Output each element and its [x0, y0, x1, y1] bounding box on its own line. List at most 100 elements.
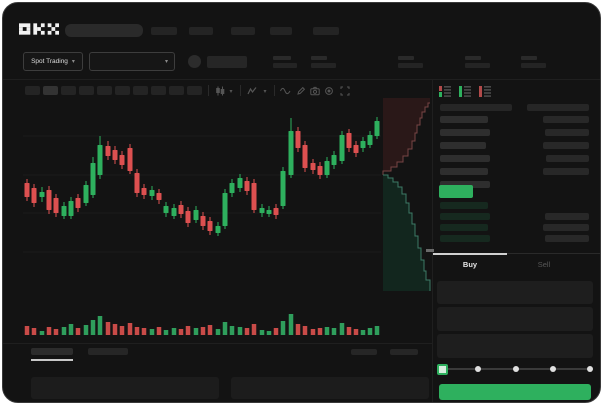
stat-value-placeholder — [311, 63, 336, 68]
depth-ask-line — [382, 102, 430, 175]
nav-item-placeholder[interactable] — [189, 27, 213, 35]
camera-icon[interactable] — [309, 85, 320, 96]
chevron-down-icon[interactable]: ▾ — [263, 88, 267, 95]
ask-row-amount[interactable] — [543, 116, 589, 123]
slider-step-dot[interactable] — [549, 366, 556, 372]
candle — [207, 217, 213, 235]
volume-bar — [90, 320, 96, 335]
volume-bar — [259, 330, 265, 335]
bottom-link[interactable] — [351, 349, 377, 355]
volume-bar — [46, 327, 52, 335]
volume-bar — [295, 324, 301, 335]
pencil-icon[interactable] — [295, 85, 306, 96]
candle — [229, 179, 235, 197]
candle-type-icon[interactable] — [214, 85, 225, 96]
active-tab-indicator — [433, 253, 507, 255]
volume-bar — [39, 331, 45, 335]
candle — [222, 189, 228, 229]
ask-row[interactable] — [440, 116, 488, 123]
ask-row[interactable] — [440, 142, 486, 149]
buy-submit-button[interactable] — [439, 384, 591, 400]
bid-row[interactable] — [440, 224, 488, 231]
volume-bar — [127, 323, 133, 335]
order-total-input[interactable] — [437, 334, 593, 358]
product-selector-button[interactable]: Spot Trading ▾ — [23, 52, 83, 71]
volume-bar — [185, 326, 191, 335]
ask-row-amount[interactable] — [543, 168, 589, 175]
timeframe-button[interactable] — [43, 86, 58, 95]
ask-row[interactable] — [440, 181, 490, 188]
volume-bar — [112, 324, 118, 335]
timeframe-button[interactable] — [169, 86, 184, 95]
orderbook-header-price — [440, 104, 512, 111]
ask-row[interactable] — [440, 155, 490, 162]
order-amount-input[interactable] — [437, 307, 593, 331]
volume-bar — [149, 329, 155, 335]
volume-bar — [244, 328, 250, 335]
timeframe-button[interactable] — [133, 86, 148, 95]
tab-sell[interactable]: Sell — [537, 260, 551, 269]
bottom-tab[interactable] — [88, 348, 128, 355]
bottom-link[interactable] — [390, 349, 418, 355]
volume-bar — [266, 331, 272, 335]
timeframe-button[interactable] — [187, 86, 202, 95]
bid-row[interactable] — [440, 213, 490, 220]
indicators-icon[interactable] — [246, 85, 257, 96]
nav-item-placeholder[interactable] — [151, 27, 177, 35]
book-bids-icon[interactable] — [459, 86, 472, 97]
okx-logo[interactable] — [19, 23, 63, 37]
volume-bar — [156, 327, 162, 335]
ask-row-amount[interactable] — [546, 155, 589, 162]
candle — [39, 187, 45, 202]
volume-bar — [68, 324, 74, 335]
slider-handle[interactable] — [437, 364, 448, 375]
bid-row[interactable] — [440, 235, 490, 242]
candle — [24, 179, 30, 201]
candle — [90, 157, 96, 198]
book-asks-icon[interactable] — [479, 86, 492, 97]
book-combined-icon[interactable] — [439, 86, 452, 97]
bid-row-amount[interactable] — [545, 213, 589, 220]
bottom-tab-active[interactable] — [31, 348, 73, 355]
order-price-input[interactable] — [437, 281, 593, 304]
last-price-badge[interactable] — [439, 185, 473, 198]
ask-row[interactable] — [440, 129, 490, 136]
bid-row-amount[interactable] — [545, 235, 589, 242]
volume-bar — [288, 314, 294, 335]
bid-row-amount[interactable] — [543, 224, 589, 231]
timeframe-button[interactable] — [61, 86, 76, 95]
timeframe-button[interactable] — [151, 86, 166, 95]
volume-bar — [31, 328, 37, 335]
timeframe-button[interactable] — [79, 86, 94, 95]
tab-buy[interactable]: Buy — [462, 260, 478, 269]
nav-item-placeholder[interactable] — [313, 27, 339, 35]
slider-step-dot[interactable] — [475, 366, 482, 372]
search-input[interactable] — [65, 24, 143, 37]
ask-row-amount[interactable] — [543, 142, 589, 149]
timeframe-button[interactable] — [97, 86, 112, 95]
pair-selector-dropdown[interactable]: ▾ — [89, 52, 175, 71]
stat-label-placeholder — [521, 56, 537, 60]
expand-icon[interactable] — [339, 85, 350, 96]
ask-row-amount[interactable] — [545, 129, 589, 136]
candle — [119, 151, 125, 169]
slider-step-dot[interactable] — [512, 366, 519, 372]
timeframe-button[interactable] — [25, 86, 40, 95]
line-tool-icon[interactable] — [280, 85, 291, 96]
candle — [31, 184, 37, 207]
ask-row[interactable] — [440, 168, 488, 175]
toolbar-separator — [208, 85, 209, 96]
settings-icon[interactable] — [323, 85, 334, 96]
timeframe-button[interactable] — [115, 86, 130, 95]
nav-item-placeholder[interactable] — [270, 27, 292, 35]
nav-item-placeholder[interactable] — [231, 27, 255, 35]
bottom-divider — [3, 343, 432, 344]
candle — [215, 222, 221, 236]
slider-step-dot[interactable] — [587, 366, 593, 372]
bid-row[interactable] — [440, 202, 488, 209]
volume-bar — [280, 321, 286, 335]
toolbar-separator — [274, 85, 275, 96]
stat-label-placeholder — [311, 56, 327, 60]
chevron-down-icon[interactable]: ▾ — [229, 88, 233, 95]
